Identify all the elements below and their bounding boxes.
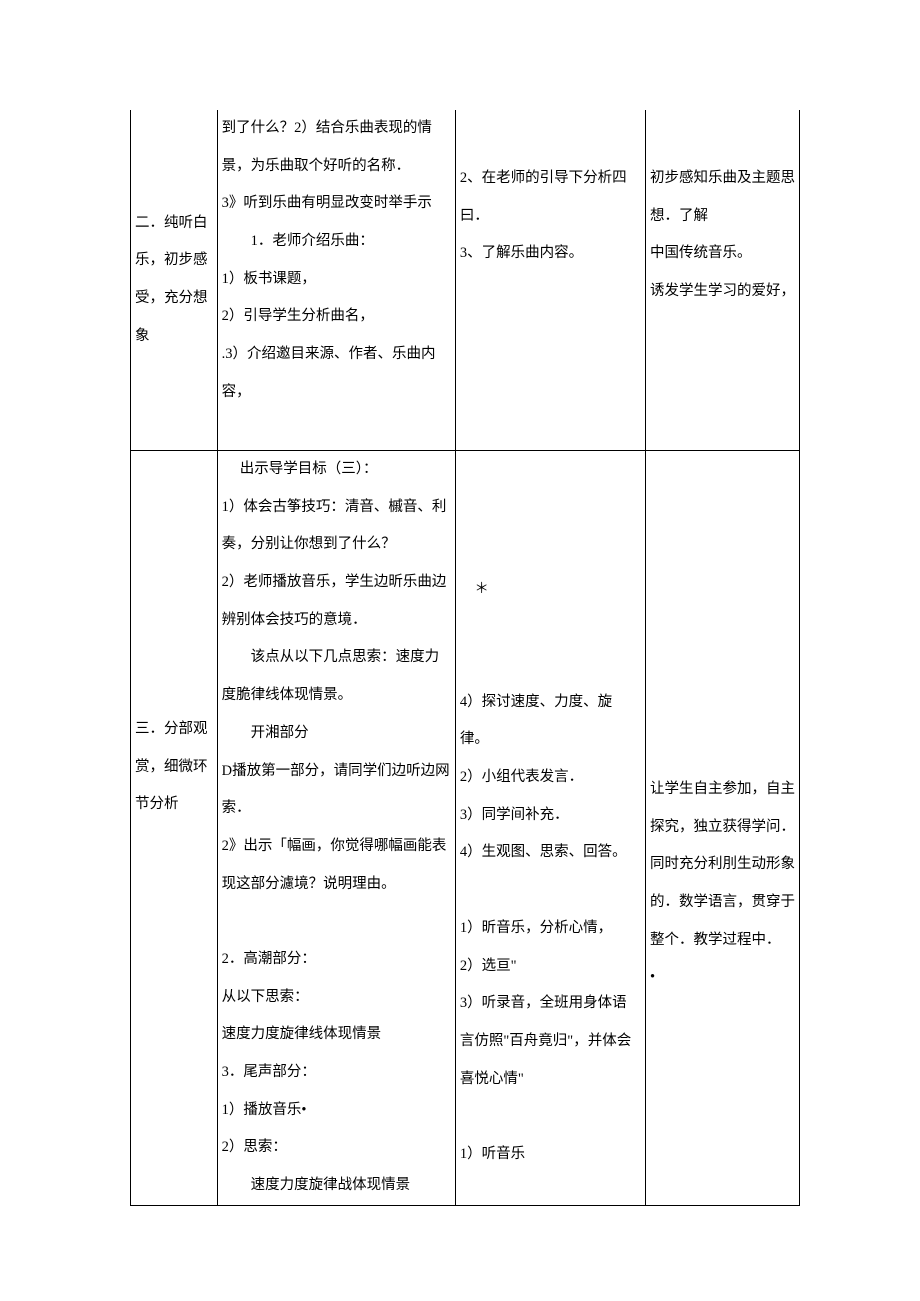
text-line: 该点从以下几点思索：速度力度脆律线体现情景。	[222, 639, 451, 714]
text-line: 4）探讨速度、力度、旋律。	[460, 684, 641, 759]
cell-section-title: 二．纯听白乐，初步感受，充分想象	[131, 110, 218, 451]
text-line: 1）体会古筝技巧：清音、槭音、利奏，分别让你想到了什么？	[222, 489, 451, 564]
cell-design-intent: 初步感知乐曲及主题思想．了解 中国传统音乐。 诱发学生学习的爱好，	[645, 110, 799, 451]
text-line: 开湘部分	[222, 715, 451, 753]
text-line	[460, 1098, 641, 1136]
text-line	[460, 872, 641, 910]
text-line: 1）板书课题，	[222, 261, 451, 299]
text-line: 1．老师介绍乐曲：	[222, 223, 451, 261]
text-line: 到了什么？2）结合乐曲表现的情景，为乐曲取个好听的名称．	[222, 110, 451, 185]
table-row: 二．纯听白乐，初步感受，充分想象 到了什么？2）结合乐曲表现的情景，为乐曲取个好…	[131, 110, 800, 451]
cell-design-intent: 让学生自主参加，自主探究，独立获得学问．同时充分利刖生动形象的．数学语言，贯穿于…	[645, 451, 799, 1206]
text-line	[222, 903, 451, 941]
cell-teacher-activity: 到了什么？2）结合乐曲表现的情景，为乐曲取个好听的名称． 3》听到乐曲有明显改变…	[217, 110, 455, 451]
cell-student-activity: 2、在老师的引导下分析四曰． 3、了解乐曲内容。	[455, 110, 645, 451]
text-line: 速度力度旋律战体现情景	[222, 1167, 451, 1205]
cell-teacher-activity: 出示导学目标（三）： 1）体会古筝技巧：清音、槭音、利奏，分别让你想到了什么？ …	[217, 451, 455, 1206]
text-line: 1）听音乐	[460, 1136, 641, 1174]
text-line: .3）介绍邀目来源、作者、乐曲内容，	[222, 336, 451, 411]
text-line: 中国传统音乐。	[650, 235, 795, 273]
text-line: 2）引导学生分析曲名，	[222, 298, 451, 336]
text-line: •	[650, 959, 795, 997]
text-line: D播放第一部分，请同学们边听边网索．	[222, 753, 451, 828]
text-line: 2）小组代表发言．	[460, 759, 641, 797]
text-line: 3、了解乐曲内容。	[460, 235, 641, 273]
lesson-plan-table: 二．纯听白乐，初步感受，充分想象 到了什么？2）结合乐曲表现的情景，为乐曲取个好…	[130, 110, 800, 1206]
text-line: 2）选亘"	[460, 948, 641, 986]
text-line: 3》听到乐曲有明显改变时举手示	[222, 185, 451, 223]
text-line: 2）老师播放音乐，学生边昕乐曲边辨别体会技巧的意境．	[222, 564, 451, 639]
cell-section-title: 三．分部观赏，细微环节分析	[131, 451, 218, 1206]
section-label: 二．纯听白乐，初步感受，充分想象	[135, 110, 213, 450]
text-line: 速度力度旋律线体现情景	[222, 1016, 451, 1054]
text-line: 1）昕音乐，分析心情，	[460, 910, 641, 948]
cell-student-activity: ＊ 4）探讨速度、力度、旋律。 2）小组代表发言． 3）同学间补充． 4）生观图…	[455, 451, 645, 1206]
section-label: 三．分部观赏，细微环节分析	[135, 451, 213, 824]
text-line: 初步感知乐曲及主题思想．了解	[650, 160, 795, 235]
text-line: 诱发学生学习的爱好，	[650, 273, 795, 311]
text-line: 3．尾声部分：	[222, 1054, 451, 1092]
text-line: 让学生自主参加，自主探究，独立获得学问．同时充分利刖生动形象的．数学语言，贯穿于…	[650, 771, 795, 959]
text-line: 2）思索：	[222, 1129, 451, 1167]
document-page: 二．纯听白乐，初步感受，充分想象 到了什么？2）结合乐曲表现的情景，为乐曲取个好…	[0, 0, 920, 1246]
text-line: 3）同学间补充．	[460, 797, 641, 835]
table-row: 三．分部观赏，细微环节分析 出示导学目标（三）： 1）体会古筝技巧：清音、槭音、…	[131, 451, 800, 1206]
text-line: 从以下思索：	[222, 979, 451, 1017]
text-line: 2、在老师的引导下分析四曰．	[460, 160, 641, 235]
text-line: ＊	[460, 571, 641, 609]
text-line: 3）听录音，全班用身体语言仿照"百舟竟归"，并体会喜悦心情"	[460, 985, 641, 1098]
text-line: 2》出示「幅画，你觉得哪幅画能表现这部分濾境？说明理由。	[222, 828, 451, 903]
text-line: 出示导学目标（三）：	[222, 451, 451, 489]
text-line: 1）播放音乐•	[222, 1092, 451, 1130]
text-line: 4）生观图、思索、回答。	[460, 834, 641, 872]
text-line: 2．高潮部分：	[222, 941, 451, 979]
